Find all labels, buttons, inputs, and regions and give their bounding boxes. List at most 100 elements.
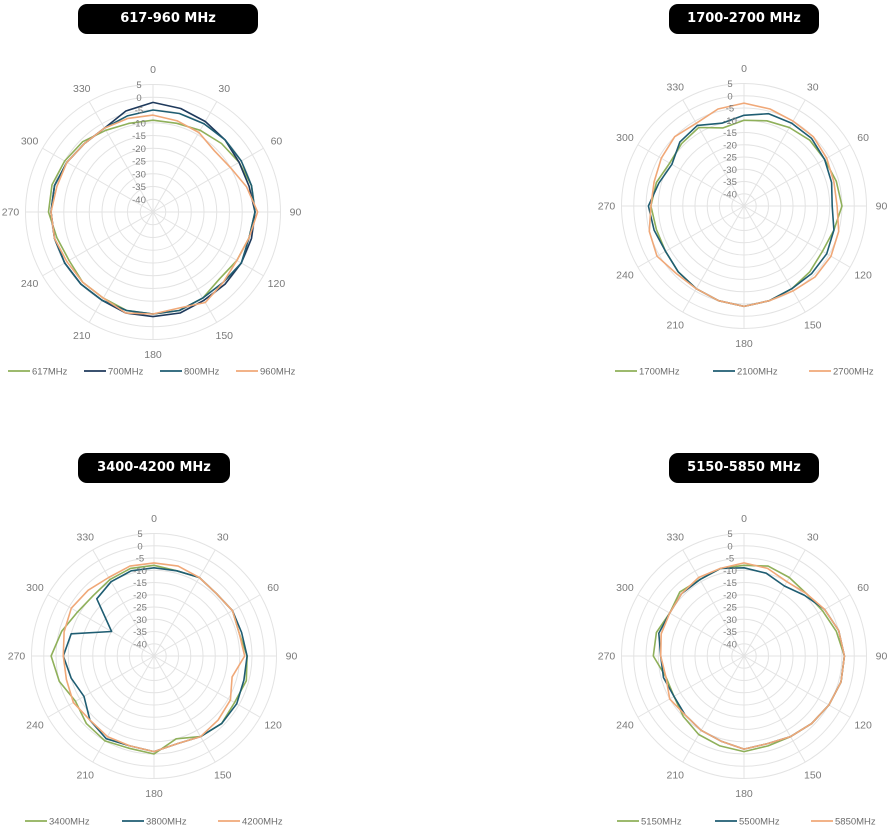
radial-tick-label: -25 (132, 157, 146, 168)
angle-tick-label: 180 (145, 788, 163, 800)
grid-spoke (682, 205, 745, 313)
angle-tick-label: 210 (76, 770, 94, 782)
angle-tick-label: 330 (666, 531, 684, 543)
angle-tick-label: 270 (2, 207, 20, 219)
radial-tick-label: -35 (132, 182, 146, 193)
grid-spoke (637, 144, 745, 207)
angle-tick-label: 150 (804, 320, 822, 332)
angle-tick-label: 30 (807, 531, 819, 543)
legend-label: 5150MHz (641, 817, 682, 828)
grid-spoke (47, 655, 155, 718)
radial-tick-label: -25 (133, 603, 147, 614)
angle-tick-label: 300 (26, 582, 44, 594)
grid-spoke (743, 205, 806, 313)
angle-tick-label: 90 (876, 201, 888, 213)
angle-tick-label: 60 (857, 132, 869, 144)
grid-spoke (637, 205, 745, 268)
radial-tick-label: -15 (132, 131, 146, 142)
legend-label: 3800MHz (146, 817, 187, 828)
legend-label: 800MHz (184, 367, 220, 378)
angle-tick-label: 270 (598, 651, 616, 663)
grid-spoke (152, 101, 218, 213)
angle-tick-label: 180 (735, 788, 753, 800)
radial-tick-label: 0 (727, 541, 732, 552)
angle-tick-label: 240 (616, 719, 634, 731)
polar-chart: 0 30 60 90 120 150 180 210 240 270 300 330 50 -5-10-1… (598, 63, 888, 378)
angle-tick-label: 90 (286, 651, 298, 663)
radial-tick-label: -5 (136, 554, 144, 565)
radial-tick-label: -30 (723, 615, 737, 626)
angle-tick-label: 0 (741, 513, 747, 525)
radial-tick-label: 5 (727, 529, 732, 540)
angle-tick-label: 0 (151, 513, 157, 525)
grid-spoke (637, 594, 745, 657)
angle-tick-label: 240 (616, 269, 634, 281)
radial-tick-label: -10 (132, 118, 146, 129)
grid-spoke (153, 655, 216, 763)
grid-spoke (153, 549, 216, 657)
series-trace (648, 102, 840, 308)
angle-tick-label: 120 (854, 269, 872, 281)
angle-tick-label: 180 (144, 349, 162, 361)
grid-spoke (743, 205, 851, 268)
grid-spoke (743, 144, 851, 207)
grid-spoke (47, 594, 155, 657)
radial-tick-label: -5 (135, 106, 143, 117)
chart-title: 3400-4200 MHz (97, 460, 211, 475)
radial-tick-label: -15 (133, 578, 147, 589)
radial-tick-label: -5 (726, 554, 734, 565)
grid-spoke (153, 655, 261, 718)
series-trace (62, 567, 248, 753)
angle-tick-label: 300 (21, 135, 39, 147)
angle-tick-label: 330 (666, 81, 684, 93)
polar-chart: 0 30 60 90 120 150 180 210 240 270 300 330 50 -5-10-1… (8, 513, 298, 828)
radial-tick-label: -25 (723, 153, 737, 164)
radial-tick-label: -10 (723, 566, 737, 577)
angle-tick-label: 90 (876, 651, 888, 663)
grid-spoke (743, 99, 806, 207)
radial-tick-label: -5 (726, 104, 734, 115)
chart-title-badge: 5150-5850 MHz (669, 453, 819, 483)
chart-title: 617-960 MHz (120, 11, 216, 26)
radial-tick-label: -35 (133, 627, 147, 638)
angle-tick-label: 120 (264, 719, 282, 731)
angle-tick-label: 0 (150, 64, 156, 76)
radial-tick-label: -20 (723, 590, 737, 601)
chart-title-badge: 3400-4200 MHz (78, 453, 230, 483)
series-trace (659, 562, 846, 750)
radial-tick-label: -20 (133, 590, 147, 601)
polar-chart-panel-3: 3400-4200 MHz 0 30 60 90 120 150 180 210 240 270 3… (0, 440, 320, 830)
grid-spoke (743, 655, 851, 718)
angle-tick-label: 150 (804, 770, 822, 782)
angle-tick-label: 210 (73, 330, 91, 342)
legend-label: 4200MHz (242, 817, 283, 828)
angle-tick-label: 300 (616, 132, 634, 144)
chart-title-badge: 1700-2700 MHz (669, 4, 819, 34)
polar-chart: 0 30 60 90 120 150 180 210 240 270 300 330 50 -5-10-1… (598, 513, 888, 828)
radial-tick-label: -10 (723, 116, 737, 127)
grid-spoke (153, 594, 261, 657)
legend-label: 2100MHz (737, 367, 778, 378)
angle-tick-label: 60 (857, 582, 869, 594)
grid-spoke (682, 99, 745, 207)
series-trace (50, 114, 259, 315)
grid-spoke (682, 549, 745, 657)
radial-tick-label: -10 (133, 566, 147, 577)
grid-spoke (42, 147, 154, 213)
angle-tick-label: 120 (854, 719, 872, 731)
angle-tick-label: 60 (271, 135, 283, 147)
angle-tick-label: 240 (26, 719, 44, 731)
grid-spoke (88, 211, 154, 323)
grid-spoke (88, 101, 154, 213)
grid-spoke (92, 549, 155, 657)
legend-label: 5500MHz (739, 817, 780, 828)
angle-tick-label: 30 (218, 83, 230, 95)
legend-label: 617MHz (32, 367, 68, 378)
angle-tick-label: 210 (666, 320, 684, 332)
angle-tick-label: 60 (267, 582, 279, 594)
polar-chart-panel-2: 1700-2700 MHz 0 30 60 90 120 150 180 210 240 270 3… (569, 0, 889, 395)
radial-tick-label: -20 (132, 144, 146, 155)
angle-tick-label: 300 (616, 582, 634, 594)
chart-title: 1700-2700 MHz (687, 11, 801, 26)
radial-tick-label: -30 (723, 165, 737, 176)
